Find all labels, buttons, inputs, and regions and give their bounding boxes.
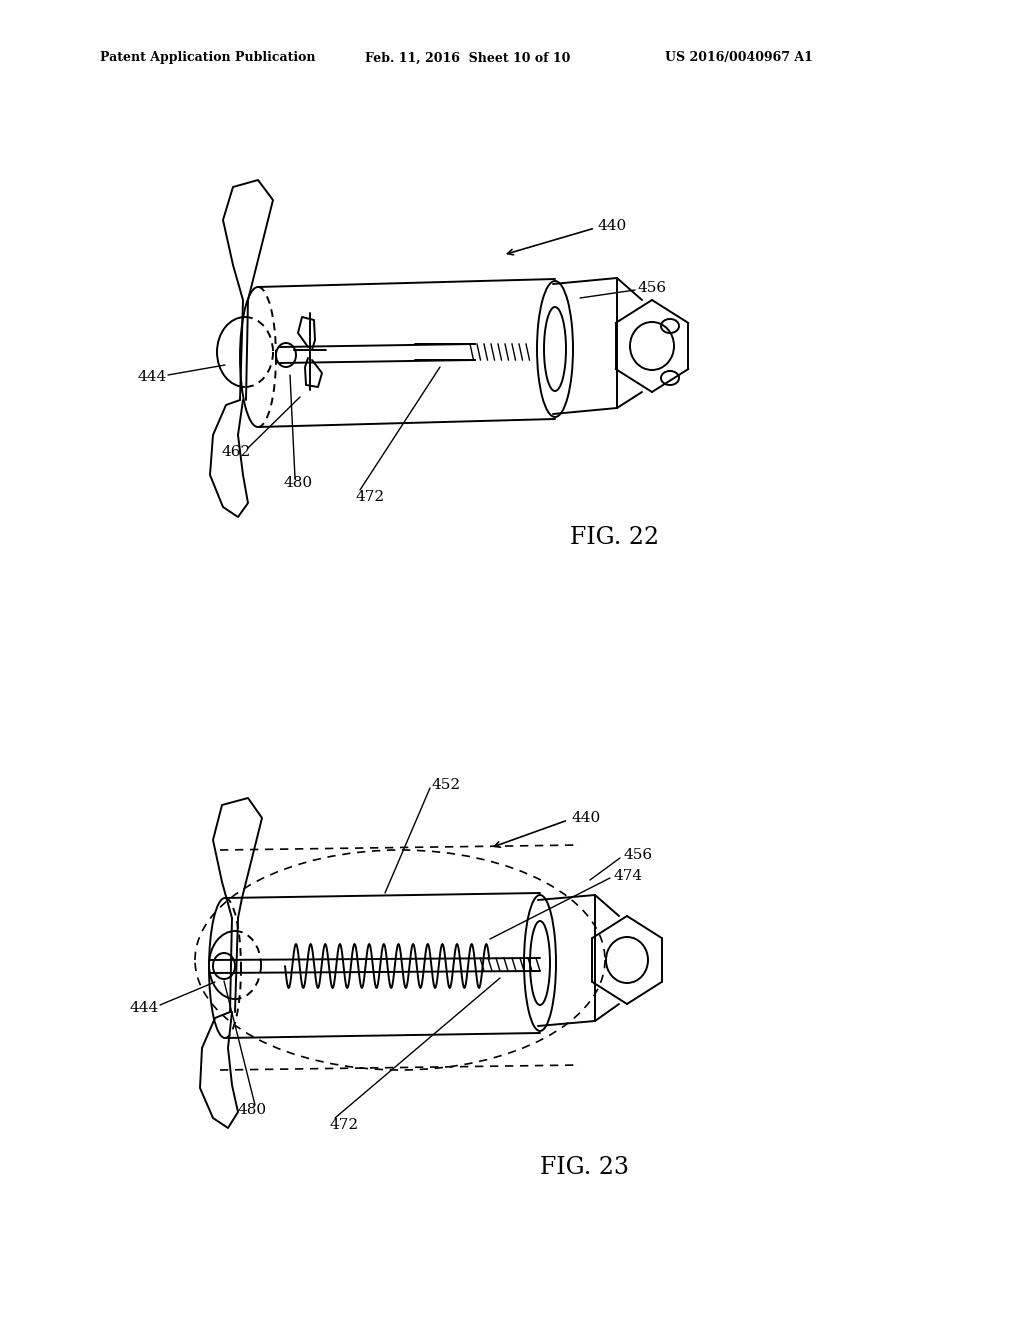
Text: 474: 474 [613, 869, 642, 883]
Text: 472: 472 [355, 490, 384, 504]
Text: 462: 462 [222, 445, 251, 459]
Text: 452: 452 [432, 777, 461, 792]
Text: 440: 440 [571, 810, 600, 825]
Text: FIG. 23: FIG. 23 [540, 1156, 629, 1180]
Text: 444: 444 [130, 1001, 160, 1015]
Text: 456: 456 [638, 281, 667, 294]
Text: Feb. 11, 2016  Sheet 10 of 10: Feb. 11, 2016 Sheet 10 of 10 [365, 51, 570, 65]
Text: 480: 480 [238, 1104, 267, 1117]
Text: US 2016/0040967 A1: US 2016/0040967 A1 [665, 51, 813, 65]
Text: 444: 444 [138, 370, 167, 384]
Text: 480: 480 [283, 477, 312, 490]
Text: FIG. 22: FIG. 22 [570, 527, 659, 549]
Text: 472: 472 [330, 1118, 359, 1133]
Text: 440: 440 [598, 219, 628, 234]
Text: Patent Application Publication: Patent Application Publication [100, 51, 315, 65]
Text: 456: 456 [623, 847, 652, 862]
